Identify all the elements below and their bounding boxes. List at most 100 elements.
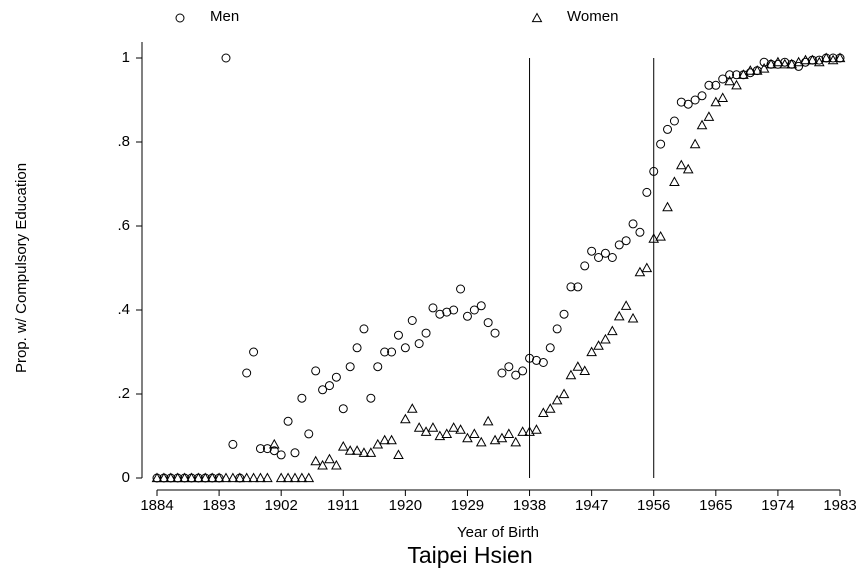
point: [655, 230, 666, 241]
y-tick-label: .6: [117, 217, 130, 234]
point: [262, 444, 272, 454]
point: [379, 434, 391, 445]
point: [165, 472, 177, 483]
point: [552, 324, 562, 334]
point: [269, 446, 279, 456]
point: [282, 472, 294, 483]
point: [613, 310, 625, 321]
point: [779, 58, 791, 69]
point: [193, 472, 204, 483]
point: [490, 328, 500, 338]
point: [400, 413, 411, 424]
point: [717, 92, 729, 102]
point: [400, 343, 410, 353]
point: [649, 166, 659, 176]
point: [455, 424, 466, 434]
point: [179, 472, 190, 483]
point: [600, 248, 610, 258]
point: [510, 436, 522, 447]
point: [393, 449, 404, 459]
point: [635, 227, 645, 237]
point: [682, 163, 694, 174]
point: [324, 453, 335, 464]
point: [731, 79, 742, 90]
point: [662, 201, 673, 212]
point: [628, 219, 638, 229]
point: [338, 404, 348, 414]
point: [525, 353, 535, 363]
point: [566, 282, 576, 292]
point: [621, 236, 631, 246]
point: [503, 428, 515, 438]
point: [669, 116, 679, 126]
point: [759, 57, 769, 67]
point: [186, 472, 197, 483]
point: [648, 233, 660, 243]
x-tick-label: 1938: [513, 497, 546, 514]
point: [255, 472, 266, 483]
point: [387, 347, 397, 357]
y-tick-label: 0: [122, 469, 130, 486]
point: [475, 436, 487, 447]
point: [331, 459, 342, 470]
point: [683, 99, 693, 109]
point: [462, 311, 472, 321]
point: [593, 340, 604, 350]
point: [255, 444, 265, 454]
point: [249, 347, 259, 357]
point: [227, 472, 239, 483]
point: [268, 438, 280, 449]
point: [407, 316, 417, 325]
point: [324, 381, 334, 391]
point: [262, 472, 273, 483]
y-axis-label: Prop. w/ Compulsory Education: [13, 163, 30, 373]
x-tick-label: 1884: [140, 497, 173, 514]
point: [544, 403, 556, 413]
point: [275, 472, 287, 483]
point: [558, 388, 570, 399]
point: [751, 65, 763, 75]
point: [290, 448, 300, 458]
point: [283, 416, 293, 426]
point: [724, 75, 735, 86]
point: [352, 343, 362, 353]
point: [297, 393, 307, 403]
point: [448, 422, 460, 432]
point: [331, 372, 341, 382]
point: [606, 325, 618, 336]
point: [725, 70, 735, 80]
point: [504, 362, 514, 372]
point: [827, 54, 839, 65]
point: [199, 472, 211, 483]
point: [587, 246, 597, 256]
point: [483, 318, 493, 328]
point: [538, 358, 548, 367]
x-tick-label: 1974: [761, 497, 794, 514]
point: [406, 403, 418, 413]
point: [675, 159, 687, 170]
point: [580, 261, 590, 271]
point: [351, 445, 363, 455]
point: [669, 176, 680, 186]
point: [511, 370, 521, 380]
point: [344, 445, 356, 455]
point: [620, 300, 632, 310]
point: [642, 187, 652, 197]
point: [545, 343, 555, 353]
point: [386, 434, 397, 445]
legend-label: Women: [567, 8, 618, 25]
point: [531, 424, 542, 434]
point: [744, 65, 756, 75]
point: [289, 472, 301, 483]
point: [793, 56, 804, 67]
point: [241, 472, 253, 483]
chart-title: Taipei Hsien: [407, 542, 532, 568]
point: [276, 450, 286, 460]
point: [518, 366, 528, 376]
y-tick-label: .4: [117, 301, 130, 318]
point: [524, 426, 535, 436]
point: [151, 472, 163, 483]
point: [393, 330, 403, 340]
point: [711, 80, 721, 90]
point: [310, 455, 322, 466]
